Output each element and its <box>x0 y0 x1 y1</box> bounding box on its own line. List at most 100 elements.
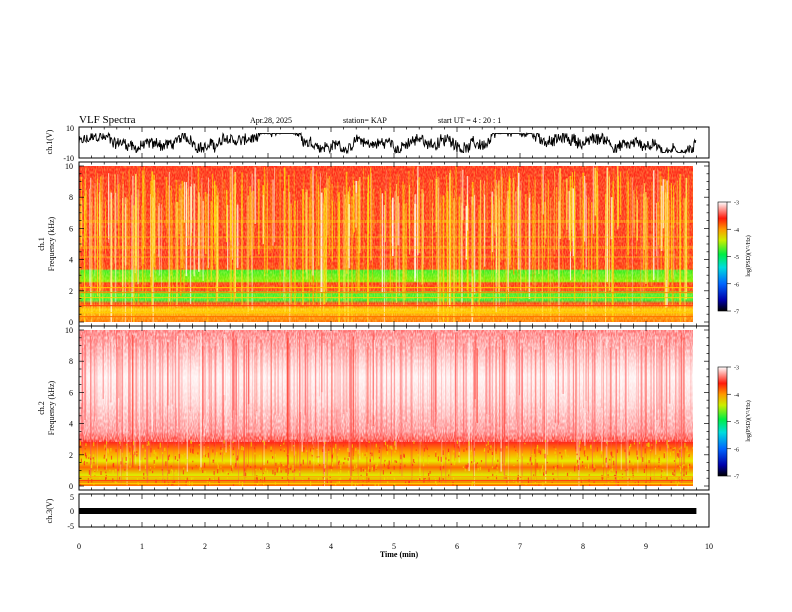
spectrogram-speckle <box>394 483 396 486</box>
spectrogram-streak <box>682 340 685 404</box>
spectrogram-speckle <box>639 442 641 445</box>
spectrogram-speckle <box>322 449 324 452</box>
spectrogram-speckle <box>435 452 437 457</box>
spectrogram-speckle <box>382 470 384 475</box>
spectrogram-speckle <box>529 457 531 460</box>
spectrogram-streak <box>119 333 121 480</box>
ch1-waveform-ticks <box>78 127 710 158</box>
spectrogram-speckle <box>615 471 617 474</box>
spectrogram-streak <box>260 339 262 439</box>
spectrogram-speckle <box>318 456 320 458</box>
spectrogram-streak <box>555 330 557 423</box>
spectrogram-streak <box>517 335 519 455</box>
spectrogram-speckle <box>371 452 373 457</box>
spectrogram-streak <box>111 336 113 405</box>
spectrogram-speckle <box>611 480 613 482</box>
spectrogram-speckle <box>115 468 117 472</box>
spectrogram-speckle <box>456 440 458 444</box>
spectrogram-speckle <box>225 449 228 451</box>
spectrogram-streak <box>645 346 647 436</box>
spectrogram-speckle <box>489 446 491 451</box>
spectrogram-streak <box>135 348 137 465</box>
spectrogram-speckle <box>185 478 187 480</box>
spectrogram-speckle <box>539 450 542 455</box>
spectrogram-speckle <box>560 457 562 460</box>
spectrogram-speckle <box>292 464 294 470</box>
spectrogram-speckle <box>235 463 237 467</box>
spectrogram-speckle <box>207 446 209 448</box>
spectrogram-speckle <box>216 452 218 457</box>
spectrogram-speckle <box>276 468 278 473</box>
spectrogram-speckle <box>136 451 138 453</box>
spectrogram-speckle <box>621 473 624 475</box>
spectrogram-speckle <box>91 463 93 469</box>
spectrogram-speckle <box>654 466 656 468</box>
spectrogram-speckle <box>534 476 536 481</box>
spectrogram-speckle <box>293 440 295 442</box>
spectrogram-speckle <box>319 455 321 458</box>
ch1-waveform-ylabel: ch.1(V) <box>45 129 54 154</box>
spectrogram-streak <box>380 338 383 441</box>
spectrogram-streak <box>132 349 134 465</box>
spectrogram-streak <box>154 335 156 437</box>
spectrogram-speckle <box>241 448 243 451</box>
spectrogram-speckle <box>244 468 246 472</box>
spectrogram-streak <box>302 331 304 445</box>
spectrogram-speckle <box>166 471 168 473</box>
spectrogram-speckle <box>107 449 109 454</box>
spectrogram-streak <box>680 330 682 474</box>
spectrogram-speckle <box>368 477 370 482</box>
spectrogram-speckle <box>487 440 489 446</box>
spectrogram-speckle <box>659 446 661 451</box>
spectrogram-speckle <box>658 461 660 463</box>
spectrogram-speckle <box>94 469 96 472</box>
frequency-tick-label: 4 <box>69 420 73 429</box>
spectrogram-streak <box>243 339 246 485</box>
spectrogram-streak <box>281 347 283 417</box>
spectrogram-speckle <box>661 472 663 475</box>
spectrogram-speckle <box>264 477 266 482</box>
spectrogram-streak <box>681 348 683 486</box>
spectrogram-speckle <box>331 440 333 443</box>
spectrogram-streak <box>575 333 577 452</box>
spectrogram-speckle <box>93 459 95 463</box>
spectrogram-speckle <box>574 467 576 472</box>
spectrogram-speckle <box>423 456 425 459</box>
spectrogram-speckle <box>610 469 612 471</box>
spectrogram-speckle <box>687 463 689 468</box>
spectrogram-speckle <box>168 454 170 457</box>
spectrogram-speckle <box>584 446 586 451</box>
spectrogram-streak <box>679 346 680 466</box>
spectrogram-speckle <box>280 449 282 451</box>
spectrogram-speckle <box>555 455 557 458</box>
spectrogram-speckle <box>613 460 615 466</box>
spectrogram-streak <box>181 347 183 448</box>
spectrogram-streak <box>177 331 180 428</box>
spectrogram-streak <box>393 346 396 441</box>
spectrogram-speckle <box>260 467 262 470</box>
spectrogram-speckle <box>180 454 182 456</box>
spectrogram-speckle <box>628 478 630 481</box>
spectrogram-speckle <box>570 472 572 474</box>
spectrogram-speckle <box>110 448 112 452</box>
spectrogram-speckle <box>93 442 95 447</box>
spectrogram-streak <box>400 342 402 441</box>
spectrogram-speckle <box>263 472 266 476</box>
spectrogram-speckle <box>302 459 304 465</box>
ch1-colorbar-ticks: -3 -4 -5 -6 -7 <box>727 201 739 316</box>
spectrogram-speckle <box>590 444 592 450</box>
spectrogram-speckle <box>645 481 647 483</box>
spectrogram-speckle <box>387 480 389 484</box>
spectrogram-speckle <box>309 460 311 465</box>
spectrogram-speckle <box>84 453 87 456</box>
spectrogram-speckle <box>83 455 85 459</box>
spectrogram-streak <box>226 343 227 426</box>
spectrogram-streak <box>139 348 141 471</box>
spectrogram-streak <box>419 345 421 479</box>
spectrogram-speckle <box>495 466 497 470</box>
spectrogram-speckle <box>241 481 244 486</box>
spectrogram-speckle <box>222 469 224 473</box>
spectrogram-streak <box>299 338 301 412</box>
spectrogram-streak <box>342 343 345 414</box>
